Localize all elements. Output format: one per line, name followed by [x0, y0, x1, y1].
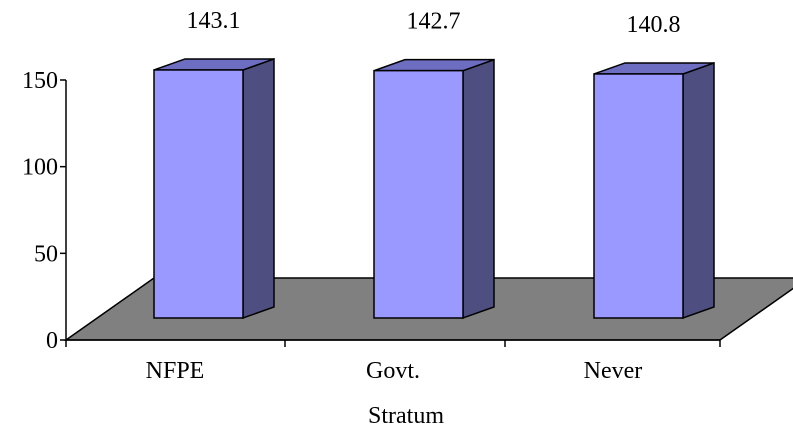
x-category-label: NFPE [146, 358, 205, 384]
bar-govt [374, 60, 494, 318]
bar-nfpe [154, 59, 274, 318]
bar-side-face [243, 59, 274, 318]
data-label: 142.7 [407, 9, 461, 35]
bar-front-face [594, 74, 683, 318]
y-tick-label: 0 [46, 328, 58, 354]
bar-never [594, 63, 714, 318]
bar-front-face [374, 71, 463, 318]
data-label: 143.1 [187, 8, 241, 34]
y-tick-label: 100 [22, 155, 58, 181]
y-tick-label: 150 [22, 68, 58, 94]
data-label: 140.8 [627, 12, 681, 38]
bar-side-face [683, 63, 714, 318]
x-category-label: Never [584, 358, 643, 384]
x-axis-title: Stratum [368, 403, 444, 429]
bar-side-face [463, 60, 494, 318]
x-category-label: Govt. [366, 358, 420, 384]
y-tick-label: 50 [34, 241, 58, 267]
bar-front-face [154, 70, 243, 318]
